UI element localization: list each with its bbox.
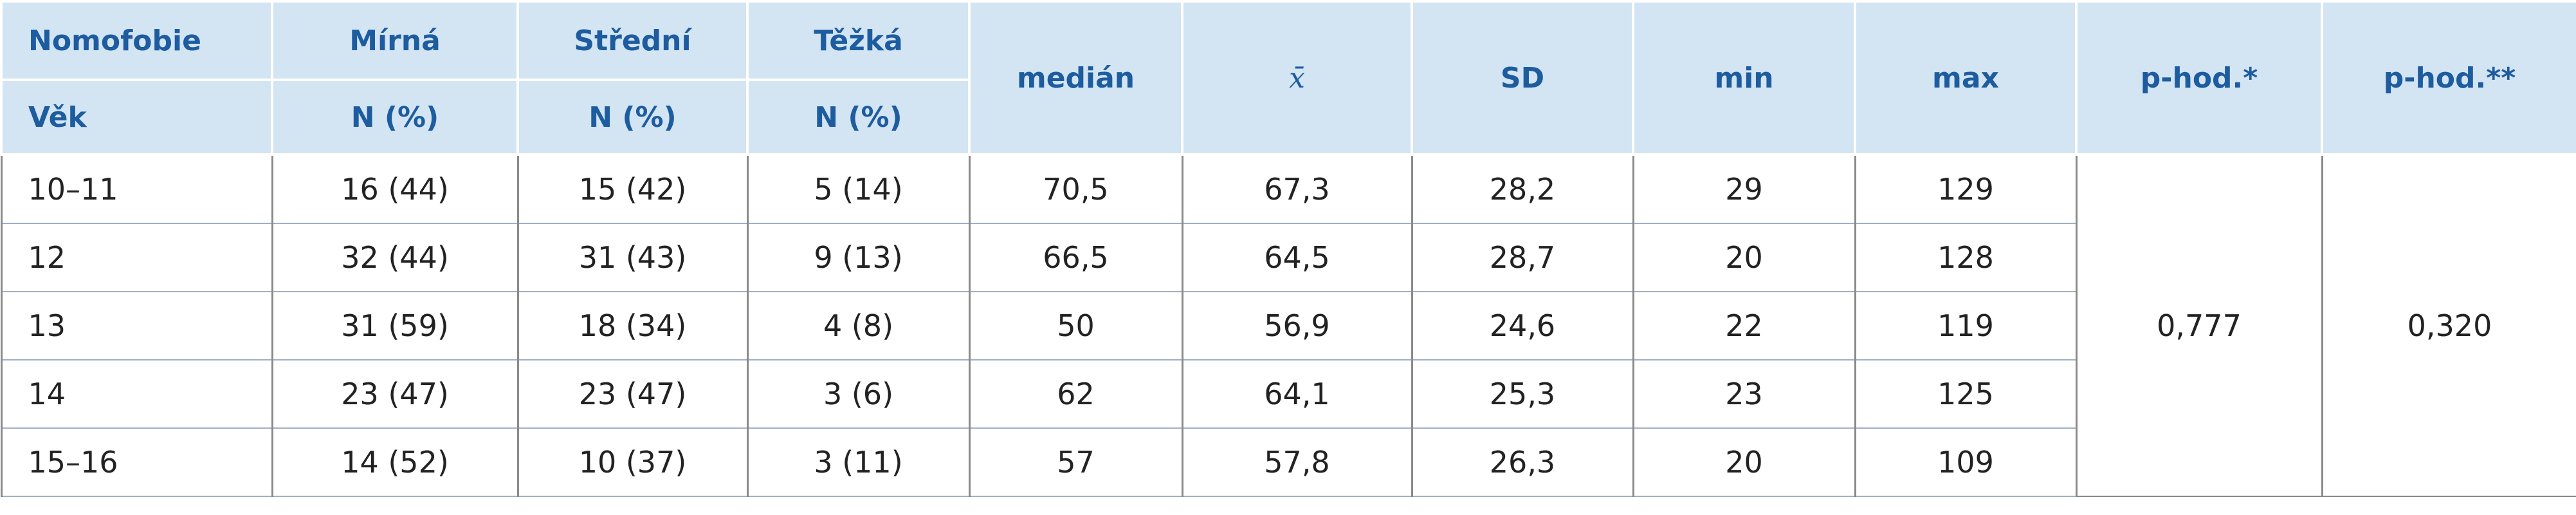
table-cell: 12 [0,223,273,292]
table-cell: 20 [1632,428,1856,497]
header-cell: Těžká [746,0,971,81]
header-cell: p-hod.* [2075,0,2323,156]
table-cell: 119 [1854,292,2078,360]
p-value-cell: 0,777 [2075,154,2323,497]
table-cell: 15–16 [0,428,273,497]
header-row: Nomofobie Mírná Střední Těžká medián x̄ SD min m… [0,0,2576,156]
table-cell: 3 (11) [746,428,971,497]
table-cell: 9 (13) [746,223,971,292]
p-value-cell: 0,320 [2321,154,2576,497]
table-cell: 50 [968,292,1183,360]
table-cell: 15 (42) [516,154,749,224]
table-cell: 66,5 [968,223,1183,292]
table-cell: 13 [0,292,273,360]
table-cell: 5 (14) [746,154,971,224]
table-cell: 57 [968,428,1183,497]
table-cell: 56,9 [1181,292,1413,360]
table-cell: 23 (47) [516,360,749,429]
header-cell: min [1632,0,1856,156]
table-cell: 28,2 [1411,154,1634,224]
table-cell: 28,7 [1411,223,1634,292]
data-table: Nomofobie Mírná Střední Těžká medián x̄ SD min m… [0,0,2576,497]
table-cell: 57,8 [1181,428,1413,497]
table-cell: 128 [1854,223,2078,292]
table-cell: 109 [1854,428,2078,497]
table-cell: 14 (52) [271,428,519,497]
table-cell: 32 (44) [271,223,519,292]
table-cell: 26,3 [1411,428,1634,497]
table-row: 10–11 16 (44) 15 (42) 5 (14) 70,5 67,3 28,2 29 1… [0,154,2576,497]
table-body: 10–11 16 (44) 15 (42) 5 (14) 70,5 67,3 28,2 29 1… [0,154,2576,497]
header-cell: N (%) [271,79,519,156]
table-cell: 64,1 [1181,360,1413,429]
header-cell: x̄ [1181,0,1413,156]
header-cell: Nomofobie [0,0,273,81]
table-cell: 16 (44) [271,154,519,224]
table-row: 12 32 (44) 31 (43) 9 (13) 66,5 64,5 28,7 20 128 [0,223,2576,292]
table-cell: 62 [968,360,1183,429]
table-cell: 3 (6) [746,360,971,429]
table-cell: 31 (59) [271,292,519,360]
header-cell: Věk [0,79,273,156]
header-cell: Mírná [271,0,519,81]
table-row: 15–16 14 (52) 10 (37) 3 (11) 57 57,8 26,3 20 109 [0,428,2576,497]
table-cell: 25,3 [1411,360,1634,429]
table-cell: 23 (47) [271,360,519,429]
table-cell: 10 (37) [516,428,749,497]
header-cell: max [1854,0,2078,156]
table-cell: 22 [1632,292,1856,360]
header-cell: Střední [516,0,749,81]
table-cell: 4 (8) [746,292,971,360]
header-cell: medián [968,0,1183,156]
table-header: Nomofobie Mírná Střední Těžká medián x̄ SD min m… [0,0,2576,156]
table-cell: 18 (34) [516,292,749,360]
header-cell: p-hod.** [2321,0,2576,156]
header-cell: N (%) [516,79,749,156]
table-cell: 10–11 [0,154,273,224]
table-cell: 29 [1632,154,1856,224]
table-cell: 70,5 [968,154,1183,224]
table-cell: 31 (43) [516,223,749,292]
table-row: 13 31 (59) 18 (34) 4 (8) 50 56,9 24,6 22 119 [0,292,2576,360]
table-row: 14 23 (47) 23 (47) 3 (6) 62 64,1 25,3 23 125 [0,360,2576,429]
header-cell: N (%) [746,79,971,156]
table-cell: 24,6 [1411,292,1634,360]
table-cell: 23 [1632,360,1856,429]
header-row: Věk N (%) N (%) N (%) [0,79,2576,156]
table-cell: 67,3 [1181,154,1413,224]
table-cell: 125 [1854,360,2078,429]
header-cell: SD [1411,0,1634,156]
table-cell: 129 [1854,154,2078,224]
table-cell: 64,5 [1181,223,1413,292]
table-cell: 20 [1632,223,1856,292]
table-cell: 14 [0,360,273,429]
